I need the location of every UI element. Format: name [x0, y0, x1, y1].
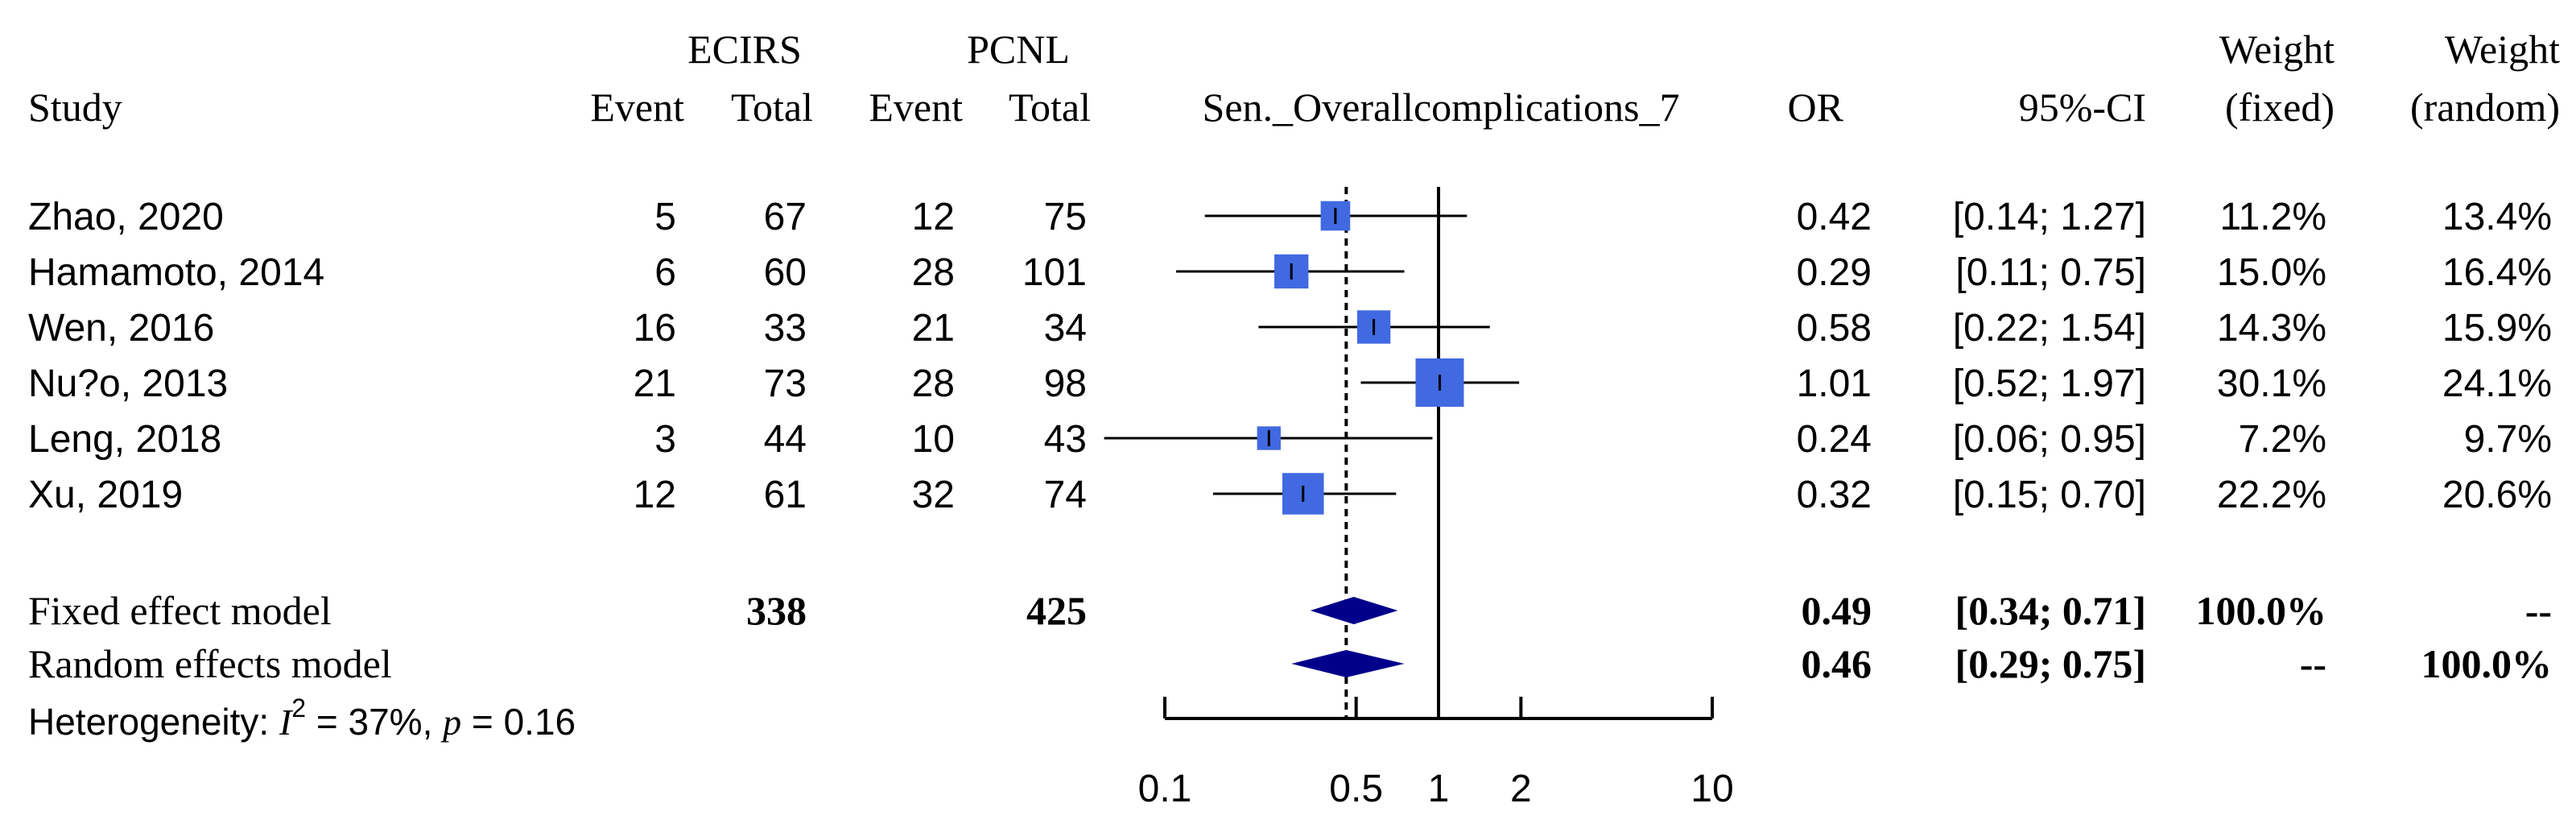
weight-fixed-value: 7.2% [2239, 418, 2326, 461]
pcnl-event-value: 32 [912, 474, 955, 516]
ecirs-total-value: 61 [764, 474, 807, 516]
model-weight-random: -- [2525, 588, 2552, 633]
weight-random-header: Weight [2445, 27, 2560, 72]
ecirs-total-value: 60 [764, 251, 807, 294]
study-name: Xu, 2019 [28, 474, 183, 516]
study-name: Wen, 2016 [28, 307, 214, 350]
weight-fixed-value: 30.1% [2217, 362, 2326, 405]
i2-symbol: I [279, 702, 294, 743]
weight-random-value: 15.9% [2442, 307, 2552, 350]
study-name: Nu?o, 2013 [28, 362, 228, 405]
or-value: 1.01 [1797, 362, 1872, 405]
model-name: Fixed effect model [28, 588, 332, 633]
model-or-value: 0.49 [1802, 588, 1872, 633]
heterogeneity-label: Heterogeneity: [28, 701, 279, 743]
model-name: Random effects model [28, 641, 392, 686]
or-column-header: OR [1788, 85, 1844, 130]
ci-value: [0.22; 1.54] [1953, 307, 2146, 350]
weight-fixed-value: 22.2% [2217, 474, 2326, 516]
weight-random-value: 16.4% [2442, 251, 2552, 294]
weight-random-header-sub: (random) [2410, 85, 2560, 130]
weight-random-value: 9.7% [2464, 418, 2552, 461]
weight-fixed-value: 15.0% [2217, 251, 2326, 294]
study-column-header: Study [28, 85, 122, 130]
study-name: Leng, 2018 [28, 418, 221, 461]
study-name: Hamamoto, 2014 [28, 251, 324, 294]
pcnl-total-value: 101 [1022, 251, 1087, 294]
ecirs-event-value: 5 [654, 196, 676, 238]
weight-random-value: 24.1% [2442, 362, 2552, 405]
outcome-header: Sen._Overallcomplications_7 [1203, 85, 1680, 130]
heterogeneity-text: Heterogeneity: I2 = 37%, p = 0.16 [28, 694, 576, 743]
or-value: 0.42 [1797, 196, 1872, 238]
weight-fixed-header-sub: (fixed) [2225, 85, 2334, 130]
ci-value: [0.14; 1.27] [1953, 196, 2146, 238]
x-axis-tick-label: 1 [1428, 768, 1450, 810]
pcnl-total-value: 74 [1044, 474, 1087, 516]
ecirs-event-value: 16 [634, 307, 676, 350]
pcnl-event-value: 12 [912, 196, 955, 238]
pcnl-total-sum: 425 [1026, 588, 1087, 633]
model-weight-random: 100.0% [2421, 641, 2553, 686]
model-ci-value: [0.34; 0.71] [1955, 588, 2146, 633]
model-or-value: 0.46 [1802, 641, 1872, 686]
ecirs-total-header: Total [731, 85, 813, 130]
ci-value: [0.15; 0.70] [1953, 474, 2146, 516]
p-symbol: p [440, 702, 461, 743]
weight-fixed-value: 11.2% [2219, 196, 2326, 238]
ecirs-total-value: 67 [764, 196, 807, 238]
or-value: 0.24 [1797, 418, 1872, 461]
pcnl-event-header: Event [869, 85, 963, 130]
p-value: = 0.16 [461, 701, 576, 743]
pcnl-total-value: 43 [1044, 418, 1087, 461]
pcnl-event-value: 28 [912, 251, 955, 294]
x-axis-tick-label: 0.5 [1329, 768, 1383, 810]
pcnl-total-value: 34 [1044, 307, 1087, 350]
ecirs-event-value: 21 [634, 362, 676, 405]
ci-value: [0.52; 1.97] [1953, 362, 2146, 405]
ecirs-total-value: 73 [764, 362, 807, 405]
weight-fixed-value: 14.3% [2217, 307, 2326, 350]
ecirs-group-header: ECIRS [687, 27, 802, 72]
x-axis-tick-label: 2 [1510, 768, 1532, 810]
study-name: Zhao, 2020 [28, 196, 224, 238]
ecirs-event-value: 6 [654, 251, 676, 294]
pcnl-group-header: PCNL [967, 27, 1070, 72]
model-weight-fixed: 100.0% [2196, 588, 2327, 633]
weight-random-value: 13.4% [2442, 196, 2552, 238]
model-weight-fixed: -- [2300, 641, 2326, 686]
or-value: 0.32 [1797, 474, 1872, 516]
weight-random-value: 20.6% [2442, 474, 2552, 516]
i2-superscript: 2 [291, 694, 306, 723]
ecirs-total-value: 33 [764, 307, 807, 350]
ci-value: [0.11; 0.75] [1955, 251, 2146, 294]
pcnl-total-header: Total [1009, 85, 1091, 130]
pcnl-total-value: 98 [1044, 362, 1087, 405]
model-summary-diamond [1291, 650, 1405, 677]
ecirs-total-sum: 338 [746, 588, 807, 633]
ci-value: [0.06; 0.95] [1953, 418, 2146, 461]
ci-column-header: 95%-CI [2019, 85, 2146, 130]
pcnl-event-value: 10 [912, 418, 955, 461]
or-value: 0.58 [1797, 307, 1872, 350]
model-summary-diamond [1310, 597, 1398, 624]
i2-value: = 37%, [306, 701, 443, 743]
ecirs-total-value: 44 [764, 418, 807, 461]
or-value: 0.29 [1797, 251, 1872, 294]
pcnl-event-value: 28 [912, 362, 955, 405]
pcnl-total-value: 75 [1044, 196, 1087, 238]
weight-fixed-header: Weight [2219, 27, 2334, 72]
model-ci-value: [0.29; 0.75] [1955, 641, 2146, 686]
ecirs-event-value: 12 [634, 474, 676, 516]
ecirs-event-header: Event [590, 85, 684, 130]
ecirs-event-value: 3 [654, 418, 676, 461]
x-axis-tick-label: 10 [1690, 768, 1733, 810]
pcnl-event-value: 21 [912, 307, 955, 350]
x-axis-tick-label: 0.1 [1138, 768, 1192, 810]
